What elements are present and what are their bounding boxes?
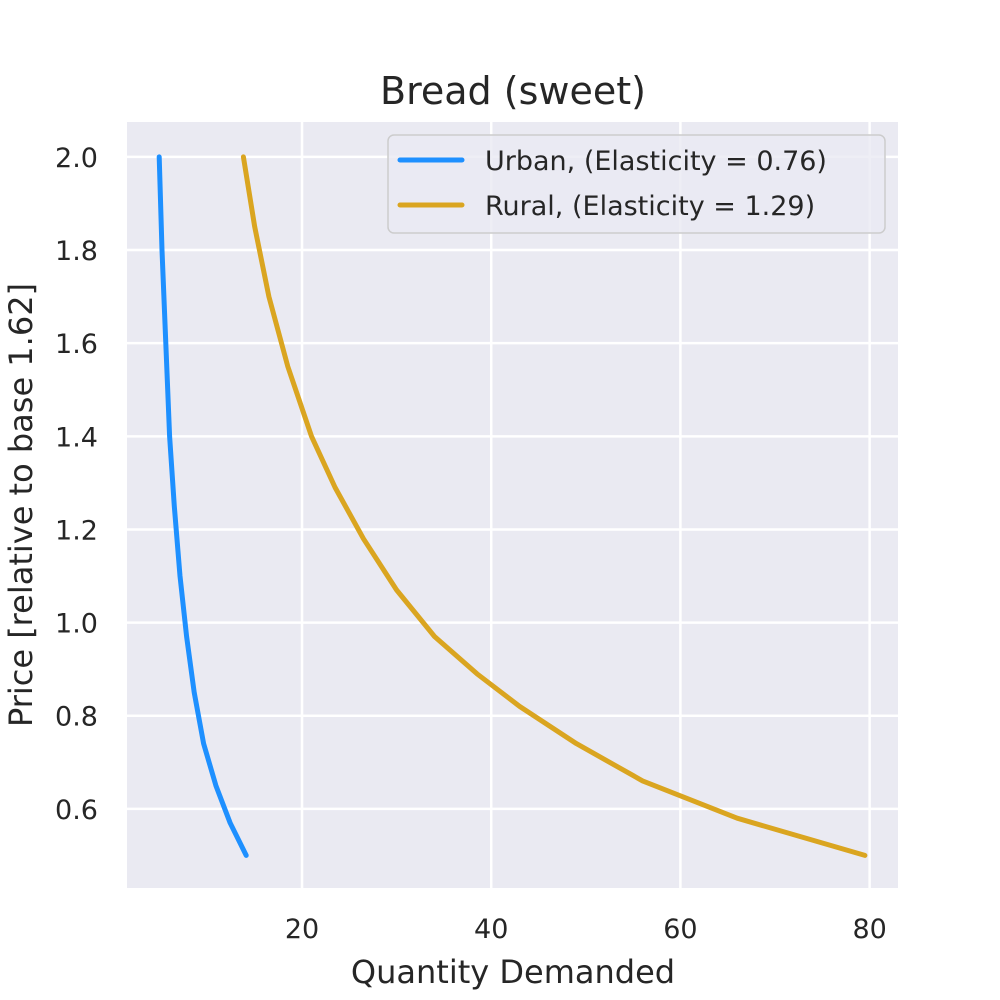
legend-label-2: Rural, (Elasticity = 1.29): [485, 191, 815, 222]
chart-title: Bread (sweet): [380, 69, 646, 113]
series-line-1: [156, 154, 249, 858]
x-tick-label: 60: [663, 914, 697, 945]
x-tick-label: 20: [285, 914, 319, 945]
x-tick-label: 40: [474, 914, 508, 945]
y-tick-label: 0.8: [55, 702, 98, 733]
y-tick-label: 1.6: [55, 329, 98, 360]
y-tick-label: 2.0: [55, 143, 98, 174]
y-tick-label: 1.0: [55, 609, 98, 640]
series-layer: [156, 154, 868, 858]
legend-box: [387, 134, 886, 234]
legend-label-1: Urban, (Elasticity = 0.76): [485, 146, 827, 177]
legend: Urban, (Elasticity = 0.76) Rural, (Elasti…: [387, 134, 886, 234]
series-line-2: [240, 154, 868, 858]
y-tick-label: 1.4: [55, 422, 98, 453]
y-axis-label: Price [relative to base 1.62]: [2, 283, 40, 727]
plot-area: [127, 122, 898, 888]
x-tick-label: 80: [852, 914, 886, 945]
y-tick-label: 1.8: [55, 236, 98, 267]
grid-layer: [127, 122, 898, 888]
y-tick-label: 0.6: [55, 795, 98, 826]
y-tick-label: 1.2: [55, 515, 98, 546]
tick-labels: 20 40 60 80 0.6 0.8 1.0 1.2 1.4 1.6 1.8 2.0: [55, 143, 887, 945]
x-axis-label: Quantity Demanded: [351, 953, 675, 991]
